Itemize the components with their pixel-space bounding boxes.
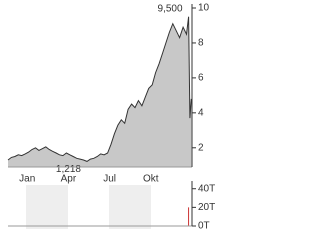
y-tick-label: 20T	[198, 202, 215, 213]
y-tick-label: 4	[198, 107, 204, 118]
y-tick-label: 40T	[198, 183, 215, 194]
x-tick-label: Jul	[103, 174, 116, 185]
quarter-band	[26, 185, 68, 229]
annotation: 1,218	[56, 164, 81, 175]
area-fill	[8, 16, 192, 168]
x-tick-label: Jan	[19, 174, 35, 185]
quarter-band	[109, 185, 151, 229]
y-tick-label: 2	[198, 142, 204, 153]
annotation: 9,500	[158, 3, 183, 14]
y-tick-label: 8	[198, 38, 204, 49]
x-tick-label: Okt	[143, 174, 159, 185]
volume-bar	[188, 207, 190, 226]
price-line	[7, 16, 192, 162]
x-tick-label: Apr	[61, 174, 77, 185]
chart: 2 4 6 8 10 Jan Apr Jul Okt 9,500 1,218 0T 20T 40T	[7, 3, 215, 232]
y-tick-label: 0T	[198, 221, 210, 232]
y-tick-label: 10	[198, 3, 210, 14]
y-tick-label: 6	[198, 73, 204, 84]
